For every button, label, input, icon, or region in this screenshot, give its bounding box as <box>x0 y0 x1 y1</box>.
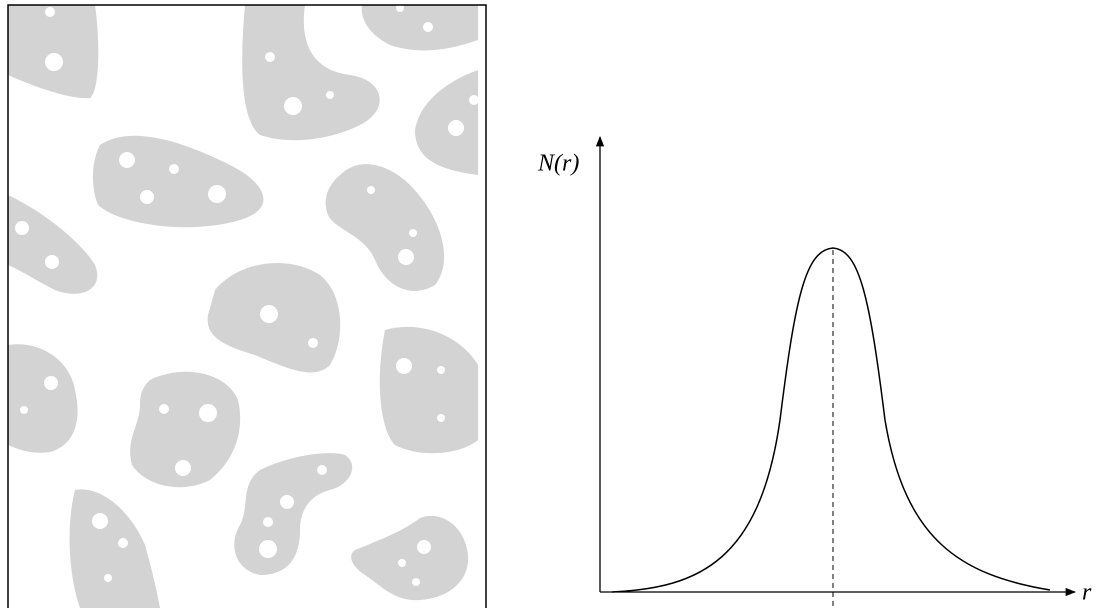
x-axis-label: r <box>1082 580 1092 606</box>
y-axis-label: N(r) <box>537 151 579 177</box>
panel-frame <box>7 4 487 608</box>
particle-field <box>8 5 479 608</box>
particles <box>8 5 478 608</box>
distribution-curve <box>611 247 1051 593</box>
pores <box>15 5 479 586</box>
